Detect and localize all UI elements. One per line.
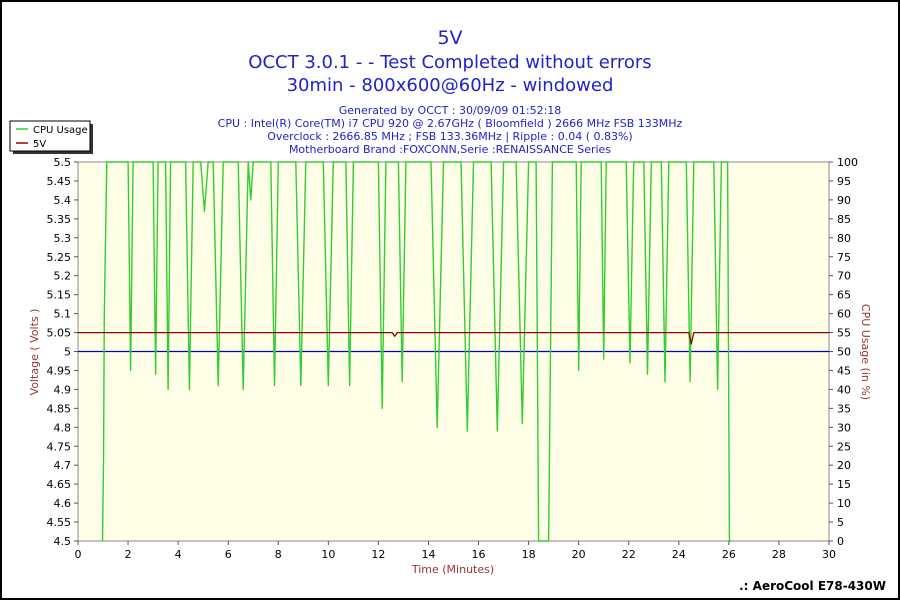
y2-tick-label: 40: [837, 383, 851, 396]
x-tick-label: 24: [672, 548, 686, 561]
y-tick-label: 5.2: [54, 270, 72, 283]
y-tick-label: 4.7: [54, 459, 72, 472]
y-tick-label: 5.1: [54, 308, 72, 321]
y2-tick-label: 45: [837, 364, 851, 377]
y-tick-label: 4.75: [47, 440, 72, 453]
x-tick-label: 18: [522, 548, 536, 561]
x-tick-label: 14: [421, 548, 435, 561]
y-tick-label: 4.8: [54, 421, 72, 434]
y-tick-label: 5.15: [47, 289, 72, 302]
x-tick-label: 30: [822, 548, 836, 561]
y-tick-label: 4.85: [47, 402, 72, 415]
x-tick-label: 2: [125, 548, 132, 561]
y2-tick-label: 85: [837, 213, 851, 226]
legend-label-cpu-usage: CPU Usage: [33, 125, 88, 136]
series-line-5v: [78, 331, 829, 345]
x-tick-label: 4: [175, 548, 182, 561]
x-tick-label: 26: [722, 548, 736, 561]
y2-tick-label: 60: [837, 308, 851, 321]
y-tick-label: 5.35: [47, 213, 72, 226]
y-tick-label: 4.55: [47, 516, 72, 529]
x-tick-label: 8: [275, 548, 282, 561]
y2-tick-label: 20: [837, 459, 851, 472]
y2-tick-label: 25: [837, 440, 851, 453]
y2-tick-label: 65: [837, 289, 851, 302]
info-line-3: Overclock : 2666.85 MHz ; FSB 133.36MHz …: [267, 130, 632, 143]
y-tick-label: 4.95: [47, 364, 72, 377]
x-tick-label: 10: [321, 548, 335, 561]
y2-axis-label: CPU Usage (in %): [859, 304, 872, 400]
chart-subtitle-2: 30min - 800x600@60Hz - windowed: [287, 75, 614, 96]
chart-title: 5V: [437, 27, 462, 49]
y2-tick-label: 30: [837, 421, 851, 434]
y2-tick-label: 80: [837, 232, 851, 245]
legend-box: [9, 120, 91, 152]
chart-titles: 5V OCCT 3.0.1 - - Test Completed without…: [218, 27, 683, 156]
y-axis-label: Voltage ( Volts ): [28, 309, 41, 396]
x-tick-label: 12: [371, 548, 385, 561]
y2-tick-label: 50: [837, 346, 851, 359]
y-tick-label: 5.5: [54, 156, 72, 169]
y-tick-label: 5: [64, 346, 71, 359]
x-tick-label: 28: [772, 548, 786, 561]
y-tick-label: 4.65: [47, 478, 72, 491]
y2-tick-label: 35: [837, 402, 851, 415]
y2-tick-label: 5: [837, 516, 844, 529]
x-tick-label: 6: [225, 548, 232, 561]
x-tick-label: 20: [572, 548, 586, 561]
y-tick-label: 5.45: [47, 175, 72, 188]
y2-tick-label: 0: [837, 535, 844, 548]
y-tick-label: 4.6: [54, 497, 72, 510]
info-line-2: CPU : Intel(R) Core(TM) i7 CPU 920 @ 2.6…: [218, 117, 683, 130]
y-tick-label: 4.5: [54, 535, 72, 548]
y-tick-label: 4.9: [54, 383, 72, 396]
y-tick-label: 5.4: [54, 194, 72, 207]
y2-tick-label: 15: [837, 478, 851, 491]
axis-layer: 0 2 4 6 8 10 12 14 16 18 20 22 24 26 28 304.54.554.64.6…: [47, 156, 859, 561]
y2-tick-label: 95: [837, 175, 851, 188]
y2-tick-label: 70: [837, 270, 851, 283]
y-tick-label: 5.05: [47, 327, 72, 340]
x-axis-label: Time (Minutes): [411, 563, 494, 576]
x-tick-label: 0: [75, 548, 82, 561]
info-line-4: Motherboard Brand :FOXCONN,Serie :RENAIS…: [289, 143, 611, 156]
y2-tick-label: 75: [837, 251, 851, 264]
y2-tick-label: 55: [837, 327, 851, 340]
y-tick-label: 5.25: [47, 251, 72, 264]
chart-subtitle-1: OCCT 3.0.1 - - Test Completed without er…: [248, 52, 651, 73]
footer-credit: .: AeroCool E78-430W: [739, 579, 886, 593]
y2-tick-label: 90: [837, 194, 851, 207]
y2-tick-label: 10: [837, 497, 851, 510]
y-tick-label: 5.3: [54, 232, 72, 245]
x-tick-label: 16: [472, 548, 486, 561]
info-line-1: Generated by OCCT : 30/09/09 01:52:18: [339, 104, 562, 117]
y2-tick-label: 100: [837, 156, 858, 169]
legend-label-5v: 5V: [33, 139, 46, 150]
x-tick-label: 22: [622, 548, 636, 561]
series-layer: [78, 161, 829, 542]
legend: CPU Usage 5V: [9, 120, 93, 154]
series-line-cpu-usage: [101, 161, 732, 542]
